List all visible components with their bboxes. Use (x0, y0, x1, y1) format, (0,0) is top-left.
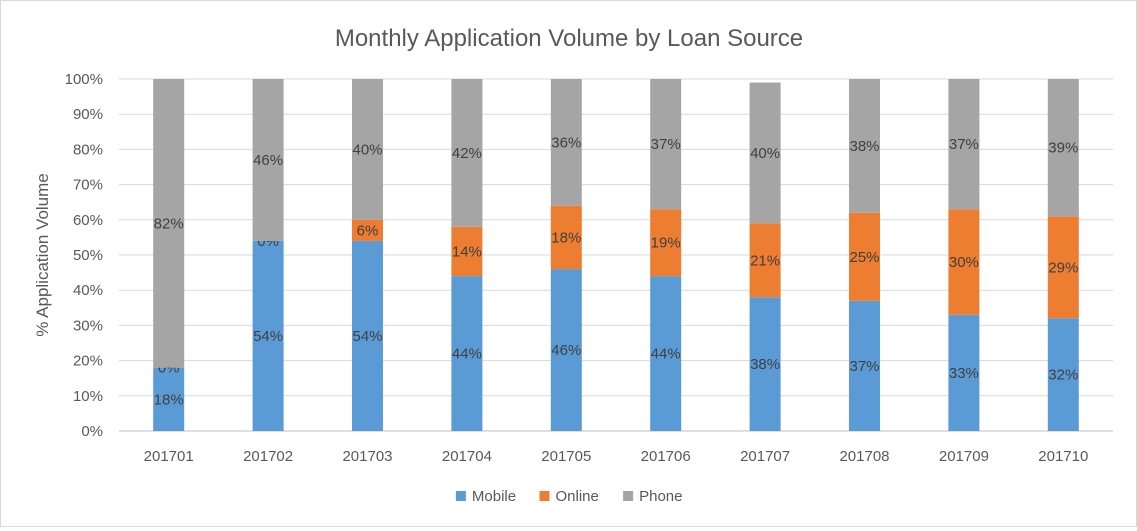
data-label-online: 29% (1048, 259, 1078, 276)
x-tick-label: 201707 (740, 448, 790, 465)
y-tick-label: 90% (73, 106, 103, 123)
bar-online (948, 209, 980, 315)
data-label-mobile: 46% (551, 342, 581, 359)
chart-title: Monthly Application Volume by Loan Sourc… (335, 25, 803, 52)
bar-phone (550, 79, 582, 206)
bar-mobile (153, 367, 185, 431)
y-tick-label: 0% (81, 423, 103, 440)
legend-label-mobile: Mobile (472, 488, 516, 505)
y-axis-label: % Application Volume (33, 173, 52, 337)
bar-online (352, 219, 383, 241)
bar-online (550, 205, 582, 270)
bar-online (749, 223, 781, 298)
bar-mobile (1047, 318, 1079, 431)
legend: Mobile Online Phone (455, 488, 682, 505)
bar-phone (749, 82, 781, 224)
data-label-phone: 37% (651, 136, 681, 153)
data-label-mobile: 37% (849, 358, 879, 375)
data-label-mobile: 32% (1048, 367, 1078, 384)
bar-mobile (749, 297, 781, 431)
x-tick-label: 201703 (342, 448, 392, 465)
data-label-phone: 39% (1048, 140, 1078, 157)
bar-phone (1047, 79, 1079, 217)
data-label-mobile: 33% (949, 365, 979, 382)
data-label-phone: 38% (849, 138, 879, 155)
data-label-online: 25% (849, 249, 879, 266)
bar-mobile (352, 240, 383, 431)
legend-label-online: Online (556, 488, 599, 505)
bar-phone (252, 79, 284, 241)
x-tick-label: 201704 (442, 448, 492, 465)
data-label-online: 18% (551, 229, 581, 246)
y-axis-ticks: 0% 10% 20% 30% 40% 50% 60% 70% 80% 90% 100% (65, 71, 103, 440)
data-label-mobile: 54% (253, 328, 283, 345)
y-tick-label: 20% (73, 353, 103, 370)
x-tick-label: 201709 (939, 448, 989, 465)
bar-mobile (650, 276, 682, 431)
legend-swatch-phone (623, 491, 634, 501)
data-label-online: 30% (949, 254, 979, 271)
data-label-online: 14% (452, 243, 482, 260)
bar-online (849, 212, 880, 301)
bar-phone (451, 79, 483, 227)
y-tick-label: 100% (65, 71, 103, 88)
bar-online (451, 226, 483, 277)
data-label-mobile: 54% (352, 328, 382, 345)
data-label-phone: 82% (154, 215, 184, 232)
bar-mobile (451, 276, 483, 431)
bar-mobile (550, 269, 582, 431)
x-tick-label: 201710 (1038, 448, 1088, 465)
bar-online (650, 209, 682, 277)
x-tick-label: 201705 (541, 448, 591, 465)
y-tick-label: 80% (73, 141, 103, 158)
x-tick-label: 201708 (839, 448, 889, 465)
bars: 18%0%82%54%0%46%54%6%40%44%14%42%46%18%3… (153, 79, 1079, 431)
data-label-online: 19% (651, 235, 681, 252)
bar-online (1047, 216, 1079, 319)
data-label-mobile: 44% (452, 346, 482, 363)
bar-mobile (252, 240, 284, 431)
bar-phone (650, 79, 682, 210)
data-label-mobile: 18% (154, 391, 184, 408)
data-label-phone: 40% (750, 145, 780, 162)
y-tick-label: 50% (73, 247, 103, 264)
bar-phone (948, 79, 980, 210)
y-tick-label: 10% (73, 388, 103, 405)
legend-label-phone: Phone (639, 488, 682, 505)
data-label-phone: 37% (949, 136, 979, 153)
y-tick-label: 30% (73, 317, 103, 334)
data-label-online: 21% (750, 252, 780, 269)
data-label-phone: 42% (452, 145, 482, 162)
bar-phone (352, 79, 383, 220)
bar-mobile (948, 314, 980, 431)
data-label-online: 6% (357, 222, 379, 239)
data-label-phone: 40% (352, 141, 382, 158)
gridlines (119, 78, 1113, 432)
x-tick-label: 201702 (243, 448, 293, 465)
x-tick-label: 201706 (641, 448, 691, 465)
y-tick-label: 60% (73, 212, 103, 229)
legend-swatch-online (539, 491, 550, 501)
data-label-phone: 36% (551, 134, 581, 151)
bar-phone (849, 79, 880, 213)
bar-phone (153, 79, 185, 368)
legend-swatch-mobile (455, 491, 466, 501)
y-tick-label: 40% (73, 282, 103, 299)
data-label-phone: 46% (253, 152, 283, 169)
x-tick-label: 201701 (144, 448, 194, 465)
bar-mobile (849, 300, 880, 431)
x-axis-ticks: 201701 201702 201703 201704 201705 201706 2017… (144, 448, 1089, 465)
data-label-mobile: 44% (651, 346, 681, 363)
data-label-mobile: 38% (750, 356, 780, 373)
y-tick-label: 70% (73, 177, 103, 194)
